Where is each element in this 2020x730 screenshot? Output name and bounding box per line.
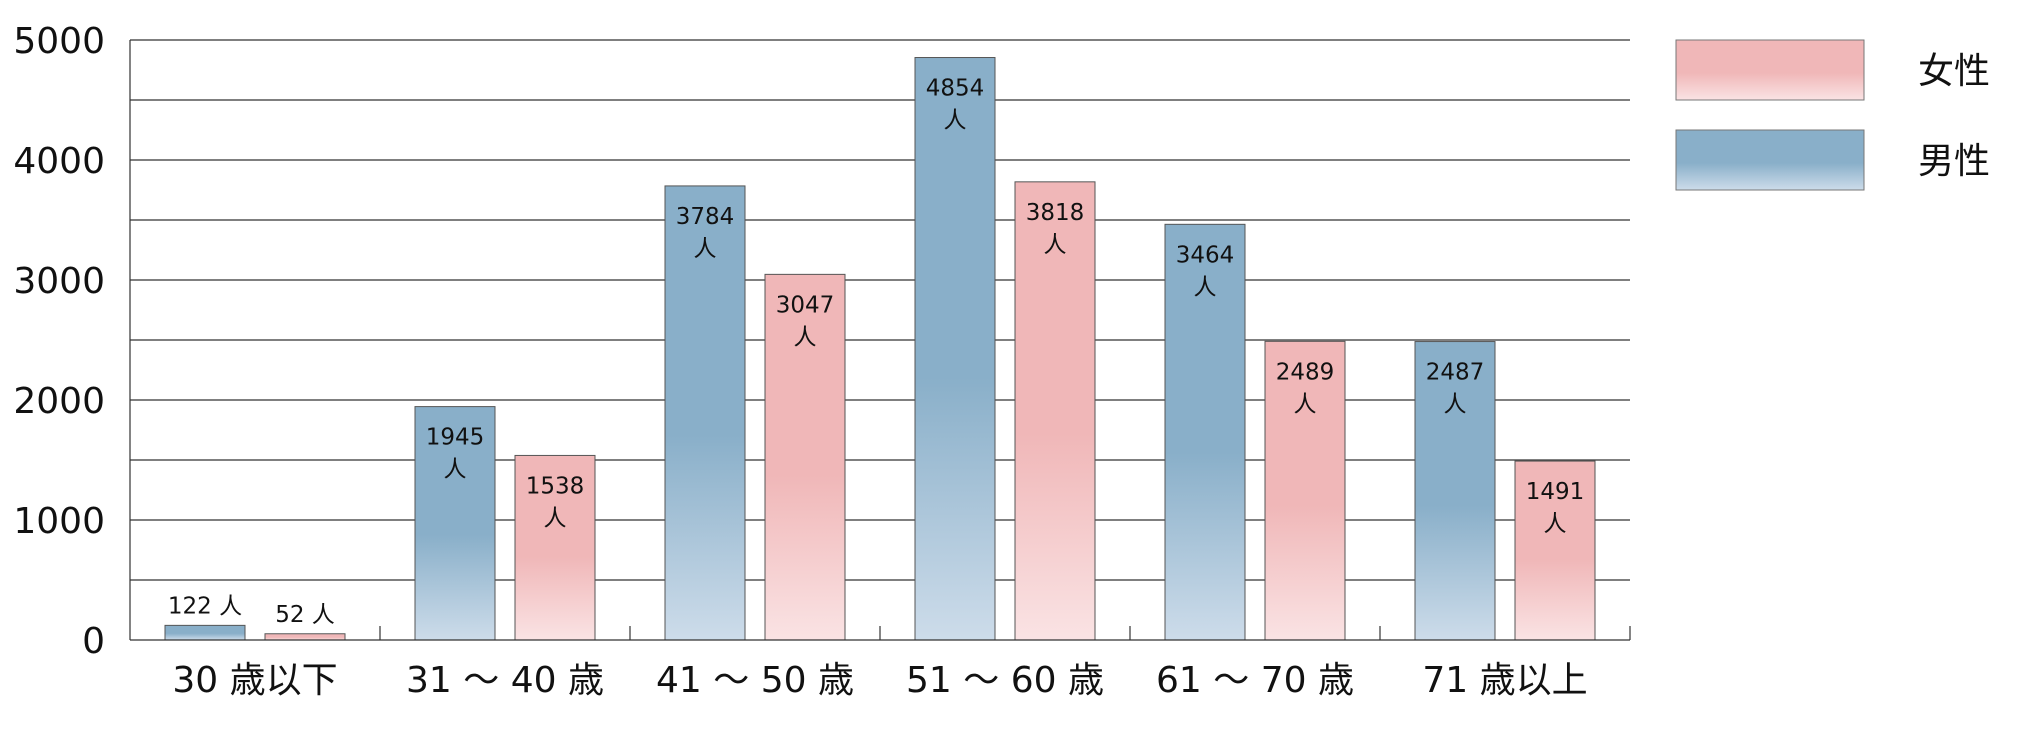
data-label: 2489 人: [1276, 359, 1335, 417]
y-tick-label: 5000: [13, 21, 105, 62]
y-tick-label: 3000: [13, 261, 105, 302]
bar-female: [1014, 181, 1096, 641]
bar-male: [164, 624, 246, 641]
bar-male: [914, 57, 996, 641]
data-label: 3464 人: [1176, 242, 1235, 300]
y-axis: 0 1000 2000 3000 4000 5000: [13, 21, 131, 662]
category-label: 61 ～ 70 歳: [1156, 660, 1354, 701]
bar-female: [764, 273, 846, 641]
category-label: 51 ～ 60 歳: [906, 660, 1104, 701]
data-label: 122 人: [168, 593, 242, 619]
legend-label: 女性: [1918, 51, 1990, 92]
bar-female: [264, 633, 346, 641]
data-label: 3047 人: [776, 292, 835, 350]
legend-swatch: [1675, 39, 1865, 101]
category-label: 41 ～ 50 歳: [656, 660, 854, 701]
data-label: 3784 人: [676, 204, 735, 262]
bar-female: [1264, 340, 1346, 641]
bar-male: [414, 406, 496, 641]
category-label: 31 ～ 40 歳: [406, 660, 604, 701]
bar-female: [514, 454, 596, 641]
y-tick-label: 1000: [13, 501, 105, 542]
y-tick-label: 4000: [13, 141, 105, 182]
bars: 122 人 1945 人 3784 人 4854 人 3464 人 2487 人 52 人 1538 人 3…: [164, 57, 1596, 641]
data-label: 1945 人: [426, 425, 485, 483]
data-label: 52 人: [275, 602, 335, 628]
category-label: 71 歳以上: [1422, 660, 1587, 701]
bar-female: [1514, 460, 1596, 641]
bar-male: [1414, 341, 1496, 641]
x-axis: 30 歳以下 31 ～ 40 歳 41 ～ 50 歳 51 ～ 60 歳 61 ～ 70…: [130, 626, 1631, 701]
bar-male: [664, 185, 746, 641]
data-label: 3818 人: [1026, 200, 1085, 258]
data-label: 1538 人: [526, 473, 585, 531]
y-tick-label: 0: [82, 621, 105, 662]
legend-swatch: [1675, 129, 1865, 191]
data-label: 2487 人: [1426, 360, 1485, 418]
data-label: 1491 人: [1526, 479, 1585, 537]
category-label: 30 歳以下: [172, 660, 337, 701]
grid-lines: [130, 39, 1630, 581]
legend-label: 男性: [1918, 141, 1990, 182]
y-tick-label: 2000: [13, 381, 105, 422]
data-label: 4854 人: [926, 76, 985, 134]
